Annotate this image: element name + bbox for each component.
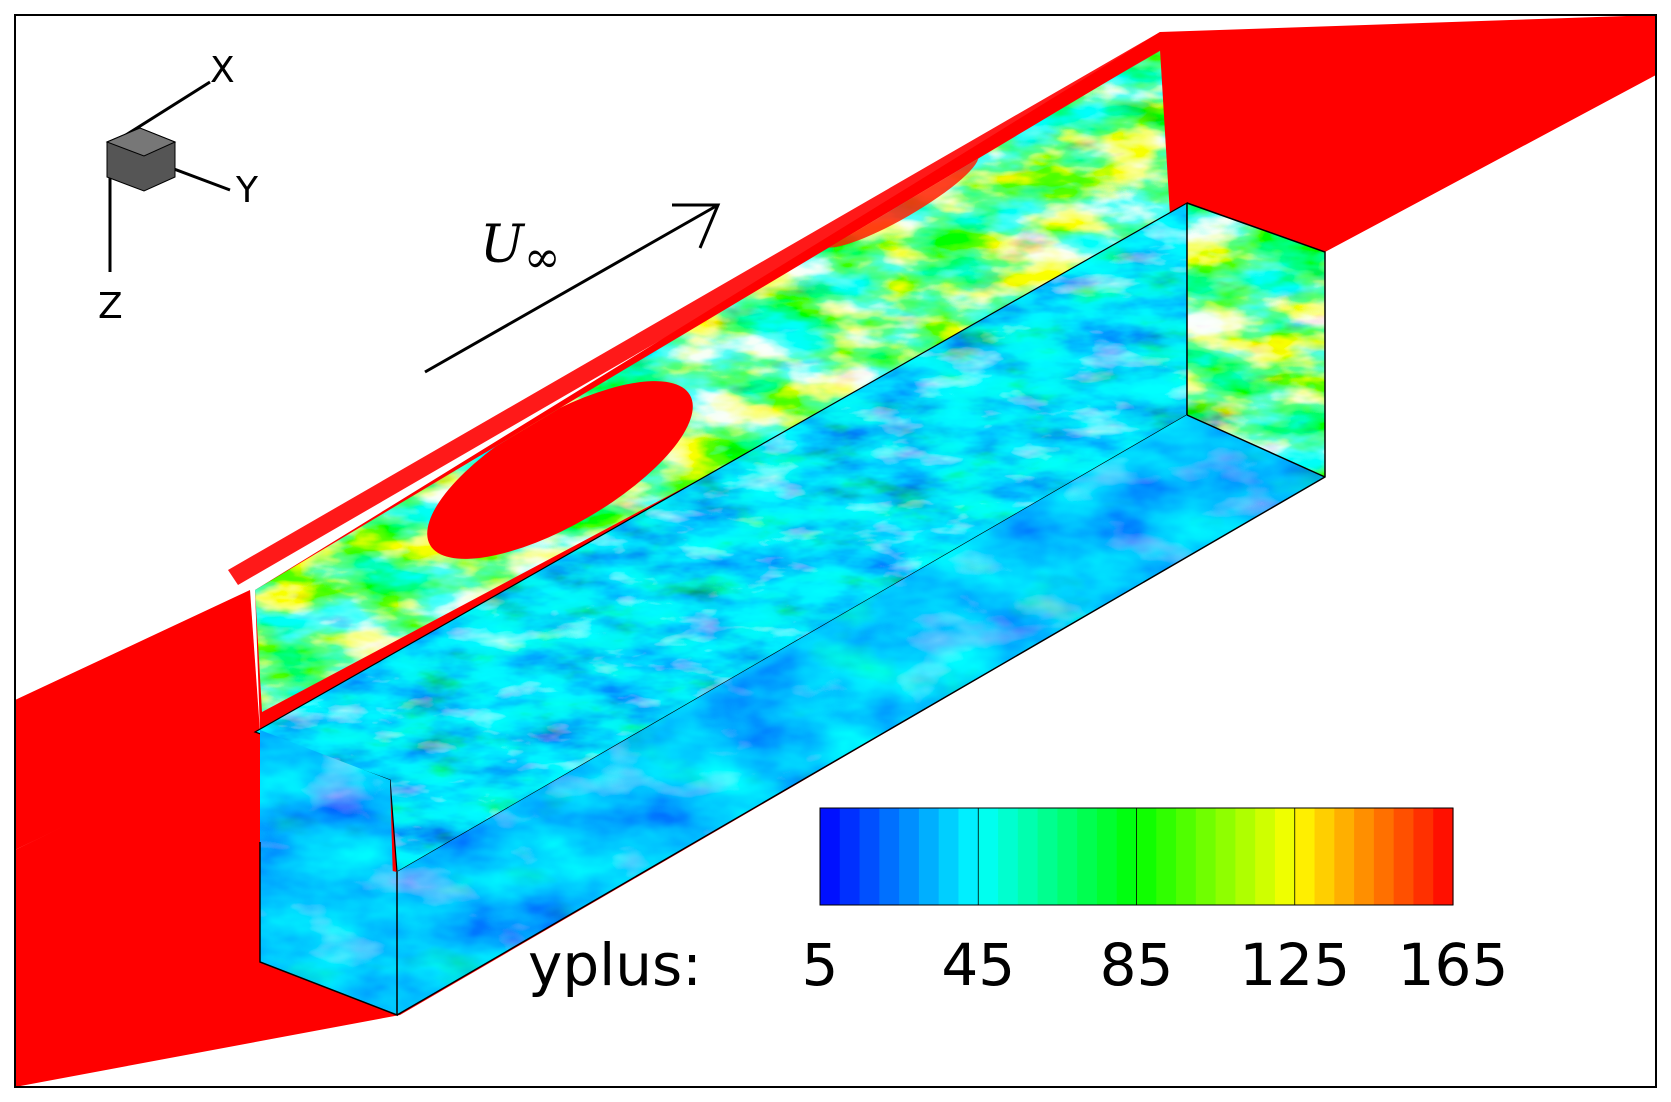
colorbar-level: [938, 808, 960, 905]
colorbar-level: [1096, 808, 1118, 905]
colorbar-tick-label: 125: [1239, 931, 1350, 999]
colorbar-tick-label: 85: [1100, 931, 1174, 999]
colorbar-level: [1433, 808, 1454, 905]
colorbar-level: [1373, 808, 1395, 905]
colorbar-level: [1354, 808, 1375, 905]
colorbar-level: [1215, 808, 1237, 905]
plot-area: X Y Z U∞ yplus: 5 45 85 125 165: [15, 15, 1656, 1087]
colorbar-gradient: [820, 808, 1454, 905]
colorbar-level: [1255, 808, 1276, 905]
colorbar-level: [859, 808, 880, 905]
colorbar-tick-label: 5: [802, 931, 839, 999]
colorbar-level: [1314, 808, 1335, 905]
colorbar-level: [899, 808, 920, 905]
colorbar-title: yplus:: [528, 931, 702, 999]
colorbar-level: [839, 808, 861, 905]
colorbar-level: [958, 808, 979, 905]
colorbar-level: [1156, 808, 1177, 905]
colorbar-level: [1136, 808, 1157, 905]
cavity-side-face: [260, 730, 397, 1015]
figure-frame: [14, 14, 1657, 1088]
colorbar-level: [1195, 808, 1217, 905]
colorbar-level: [1057, 808, 1078, 905]
colorbar: yplus: 5 45 85 125 165: [528, 807, 1509, 999]
colorbar-level: [1413, 808, 1434, 905]
flow-direction-arrow: U∞: [424, 203, 721, 374]
plate-strip-upstream: [15, 590, 260, 850]
colorbar-level: [1274, 808, 1296, 905]
colorbar-level: [1294, 808, 1316, 905]
colorbar-level: [1334, 808, 1355, 905]
colorbar-level: [1393, 808, 1415, 905]
colorbar-level: [1176, 808, 1197, 905]
colorbar-level: [1077, 808, 1098, 905]
colorbar-level: [1017, 808, 1039, 905]
colorbar-level: [1116, 808, 1138, 905]
triad-y-label: Y: [235, 170, 259, 211]
axis-triad: X Y Z: [98, 50, 259, 327]
triad-z-label: Z: [98, 286, 123, 327]
colorbar-level: [1235, 808, 1256, 905]
colorbar-level: [1037, 808, 1058, 905]
colorbar-tick-label: 165: [1398, 931, 1509, 999]
colorbar-level: [978, 808, 999, 905]
triad-x-label: X: [210, 50, 235, 91]
colorbar-level: [918, 808, 940, 905]
high-yplus-region: [427, 381, 693, 559]
freestream-velocity-label: U∞: [480, 215, 560, 283]
colorbar-level: [998, 808, 1019, 905]
cavity-edges: [259, 202, 1326, 1017]
colorbar-level: [820, 808, 841, 905]
colorbar-level: [879, 808, 900, 905]
colorbar-tick-label: 45: [941, 931, 1015, 999]
